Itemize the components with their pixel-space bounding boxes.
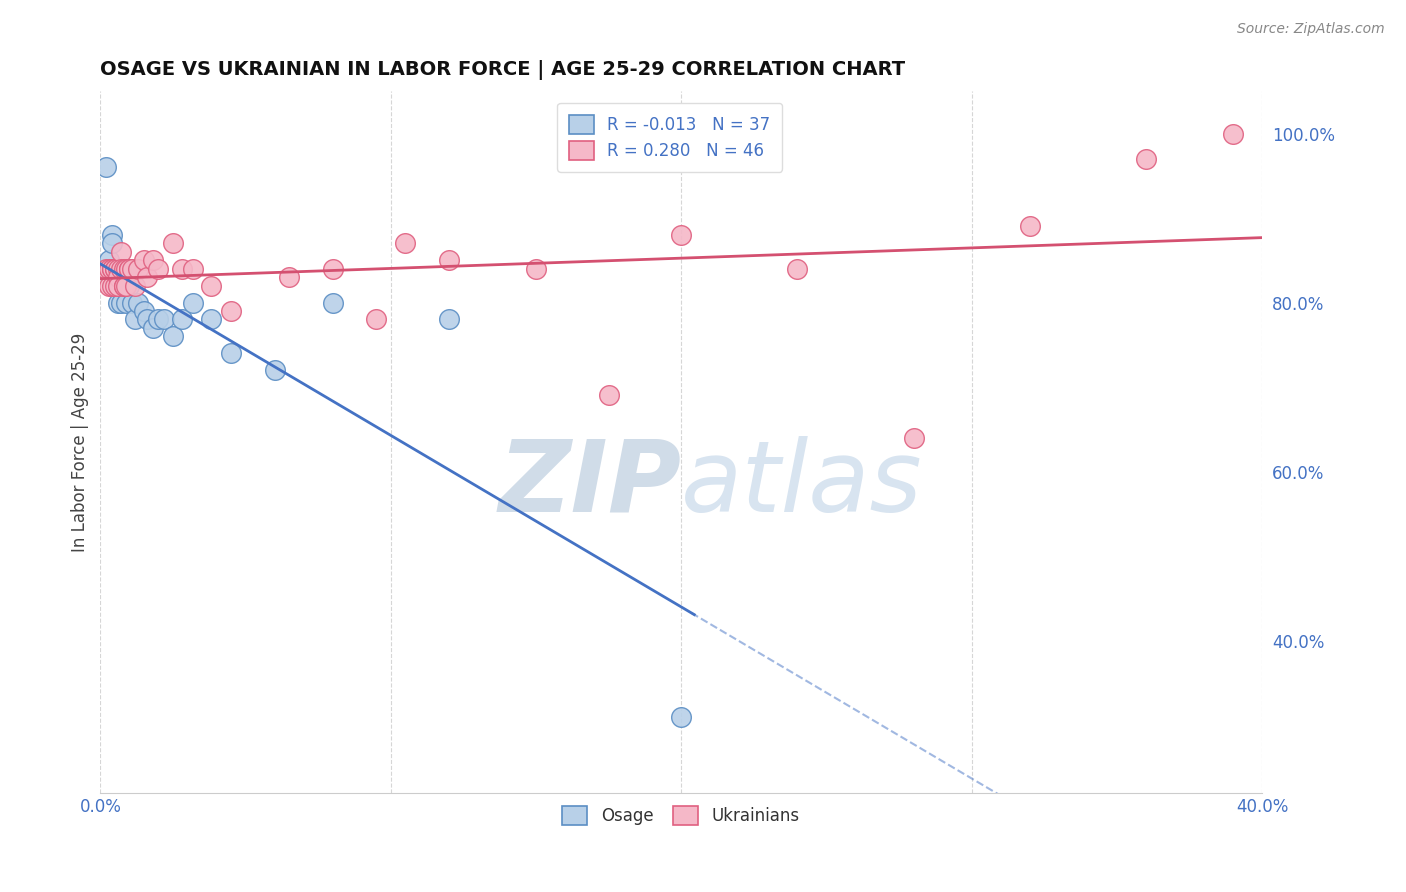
Point [110,278,132,293]
Text: atlas: atlas [681,435,922,533]
Point [121,295,143,310]
Point [170,312,193,326]
Point [101,261,124,276]
Point [98,261,121,276]
Point [101,236,124,251]
Point [181,295,204,310]
Point [112,261,135,276]
Point [98,261,121,276]
Point [127,261,149,276]
Point [110,261,132,276]
Point [104,278,127,293]
Point [101,261,124,276]
Point [135,270,157,285]
Point [118,261,141,276]
Point [118,261,141,276]
Point [153,312,176,326]
Point [322,295,344,310]
Point [132,304,155,318]
Point [107,278,129,293]
Text: Source: ZipAtlas.com: Source: ZipAtlas.com [1237,22,1385,37]
Point [112,278,135,293]
Point [98,278,121,293]
Point [115,270,138,285]
Text: ZIP: ZIP [498,435,681,533]
Point [669,709,692,723]
Point [115,261,138,276]
Point [394,236,416,251]
Point [437,312,460,326]
Point [118,278,141,293]
Point [148,261,170,276]
Point [200,278,222,293]
Point [181,261,204,276]
Point [101,278,124,293]
Point [162,236,184,251]
Point [135,312,157,326]
Text: OSAGE VS UKRAINIAN IN LABOR FORCE | AGE 25-29 CORRELATION CHART: OSAGE VS UKRAINIAN IN LABOR FORCE | AGE … [100,60,905,79]
Point [96,161,118,175]
Point [263,363,285,377]
Point [200,312,222,326]
Point [1135,152,1157,166]
Point [1222,127,1244,141]
Point [322,261,344,276]
Point [366,312,388,326]
Point [121,261,143,276]
Point [1018,219,1040,234]
Point [107,278,129,293]
Point [142,253,165,268]
Point [110,244,132,259]
Point [104,278,127,293]
Point [115,278,138,293]
Point [115,295,138,310]
Point [124,312,146,326]
Point [124,278,146,293]
Point [132,253,155,268]
Point [104,261,127,276]
Point [96,261,118,276]
Point [104,261,127,276]
Legend: Osage, Ukrainians: Osage, Ukrainians [554,797,808,833]
Point [669,227,692,242]
Point [101,227,124,242]
Point [903,431,925,445]
Point [112,278,135,293]
Point [142,321,165,335]
Point [98,253,121,268]
Point [127,295,149,310]
Point [219,346,242,360]
Point [107,261,129,276]
Point [107,270,129,285]
Y-axis label: In Labor Force | Age 25-29: In Labor Force | Age 25-29 [72,333,89,551]
Point [104,261,127,276]
Point [110,295,132,310]
Point [112,278,135,293]
Point [598,388,620,402]
Point [437,253,460,268]
Point [110,261,132,276]
Point [219,304,242,318]
Point [118,261,141,276]
Point [112,261,135,276]
Point [107,295,129,310]
Point [104,270,127,285]
Point [107,261,129,276]
Point [278,270,301,285]
Point [786,261,808,276]
Point [524,261,547,276]
Point [170,261,193,276]
Point [162,329,184,343]
Point [148,312,170,326]
